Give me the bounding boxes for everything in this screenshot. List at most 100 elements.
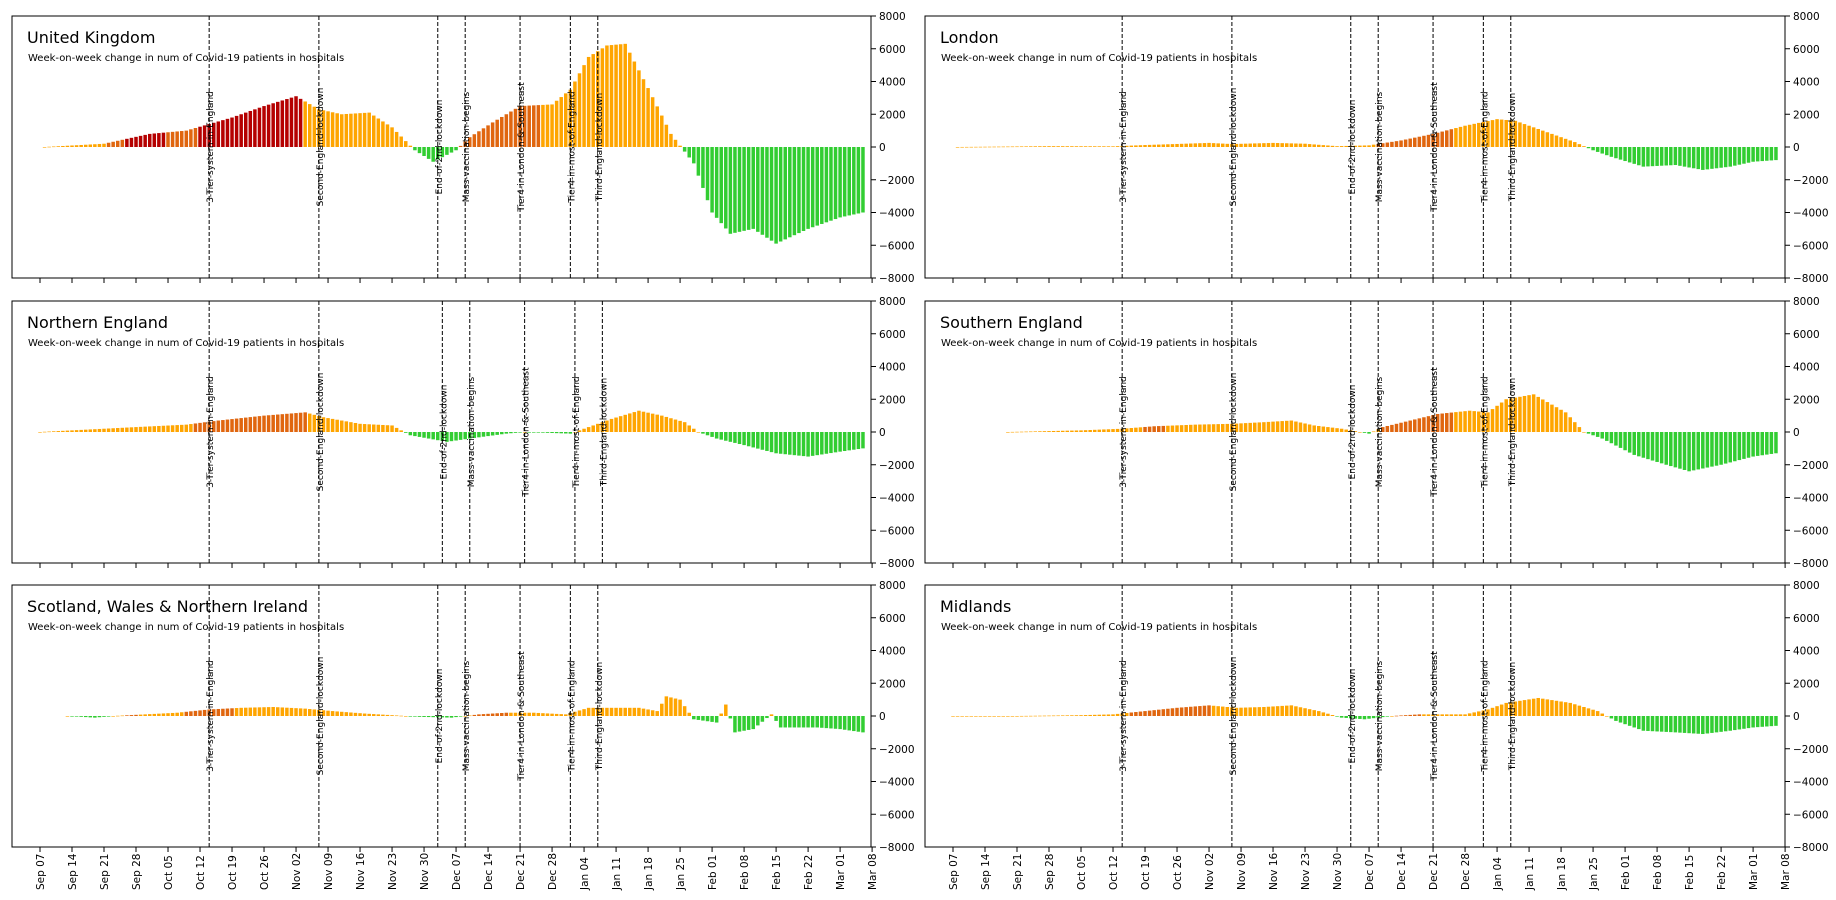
bar [1202, 705, 1207, 716]
bar [833, 147, 838, 220]
bar [728, 147, 733, 234]
bar [257, 107, 262, 147]
bar [1248, 143, 1252, 147]
x-tick-label: Dec 14 [1396, 853, 1408, 890]
y-tick-label: 6000 [1793, 329, 1820, 341]
bar [1687, 716, 1691, 734]
bar [1152, 426, 1156, 432]
bar [1527, 125, 1531, 147]
bar [1545, 402, 1550, 432]
bar [1239, 423, 1243, 432]
bar [1019, 715, 1024, 717]
x-tick-label: Nov 30 [419, 853, 431, 890]
bar [1600, 713, 1604, 716]
bar [358, 113, 362, 147]
bar [1646, 147, 1650, 167]
bar [1417, 418, 1422, 432]
bar [678, 420, 682, 432]
bar [1033, 715, 1038, 717]
bar [1376, 716, 1380, 718]
bar [1472, 411, 1476, 432]
bar [1591, 709, 1595, 716]
bar [1586, 708, 1591, 716]
bar [609, 418, 614, 432]
bar [307, 413, 312, 432]
y-tick-label: −6000 [879, 240, 915, 252]
bar [1573, 704, 1577, 716]
event-label: 3-Tier-system-in-England [1119, 660, 1129, 772]
bar [1001, 146, 1006, 148]
bar [1253, 707, 1257, 716]
bar [1371, 431, 1376, 433]
event-label: Third-England-lockdown [1508, 93, 1518, 202]
bar [271, 414, 275, 432]
bar [1536, 396, 1540, 432]
bar [1111, 714, 1115, 716]
y-tick-label: −2000 [879, 175, 915, 187]
bar [298, 98, 303, 147]
bar [1705, 716, 1710, 734]
bar [1522, 395, 1527, 432]
bar [1074, 715, 1079, 716]
bar [1312, 425, 1316, 432]
bar [1550, 700, 1554, 716]
bar [1367, 716, 1371, 719]
x-tick-label: Sep 21 [99, 854, 111, 891]
bar [765, 147, 769, 238]
bar [51, 431, 56, 432]
bar [381, 121, 385, 147]
bar [1664, 716, 1668, 732]
bar [225, 708, 230, 716]
bar [115, 140, 120, 147]
y-tick-label: 2000 [879, 678, 906, 690]
bar [1659, 716, 1664, 732]
x-tick-label: Jan 18 [1556, 857, 1568, 891]
bar [97, 428, 102, 432]
y-tick-label: 6000 [879, 613, 906, 625]
y-tick-label: −4000 [1793, 777, 1829, 789]
bar [1632, 716, 1636, 728]
bar [964, 716, 969, 717]
bar [1605, 432, 1609, 441]
bar [1568, 702, 1572, 716]
bar [216, 708, 221, 716]
bar [463, 432, 467, 440]
bar [559, 714, 563, 716]
bar [1161, 144, 1166, 147]
bar [1426, 714, 1431, 716]
x-tick-label: Sep 07 [35, 854, 47, 891]
bar [955, 716, 960, 717]
bar [175, 712, 179, 716]
bar [1435, 714, 1440, 716]
x-tick-label: Jan 11 [611, 857, 623, 891]
bar [120, 139, 125, 147]
bar [1047, 715, 1051, 717]
bar [1614, 147, 1618, 159]
bar [417, 432, 422, 437]
x-tick-label: Sep 21 [1012, 853, 1024, 890]
event-label: Second-England-lockdown [1229, 88, 1239, 207]
bar [1179, 707, 1184, 716]
bar [152, 133, 157, 147]
bar [225, 118, 230, 147]
event-label: Second-England-lockdown [1229, 657, 1239, 776]
bar [591, 425, 595, 432]
bar [390, 127, 394, 147]
x-tick-label: Feb 01 [1620, 855, 1632, 890]
bar [1038, 146, 1042, 147]
bar [978, 716, 983, 717]
bar [1147, 426, 1152, 432]
y-tick-label: 8000 [879, 11, 906, 23]
bar [1275, 143, 1280, 147]
bar [1554, 700, 1559, 716]
bar [1060, 430, 1065, 432]
bar [591, 54, 595, 147]
bar [1577, 427, 1582, 432]
bar [1211, 705, 1216, 716]
bar [61, 145, 65, 147]
bar [449, 716, 454, 718]
bar [445, 432, 449, 442]
y-tick-label: 8000 [879, 580, 906, 592]
y-tick-label: −6000 [1793, 809, 1829, 821]
bar [1262, 143, 1266, 147]
